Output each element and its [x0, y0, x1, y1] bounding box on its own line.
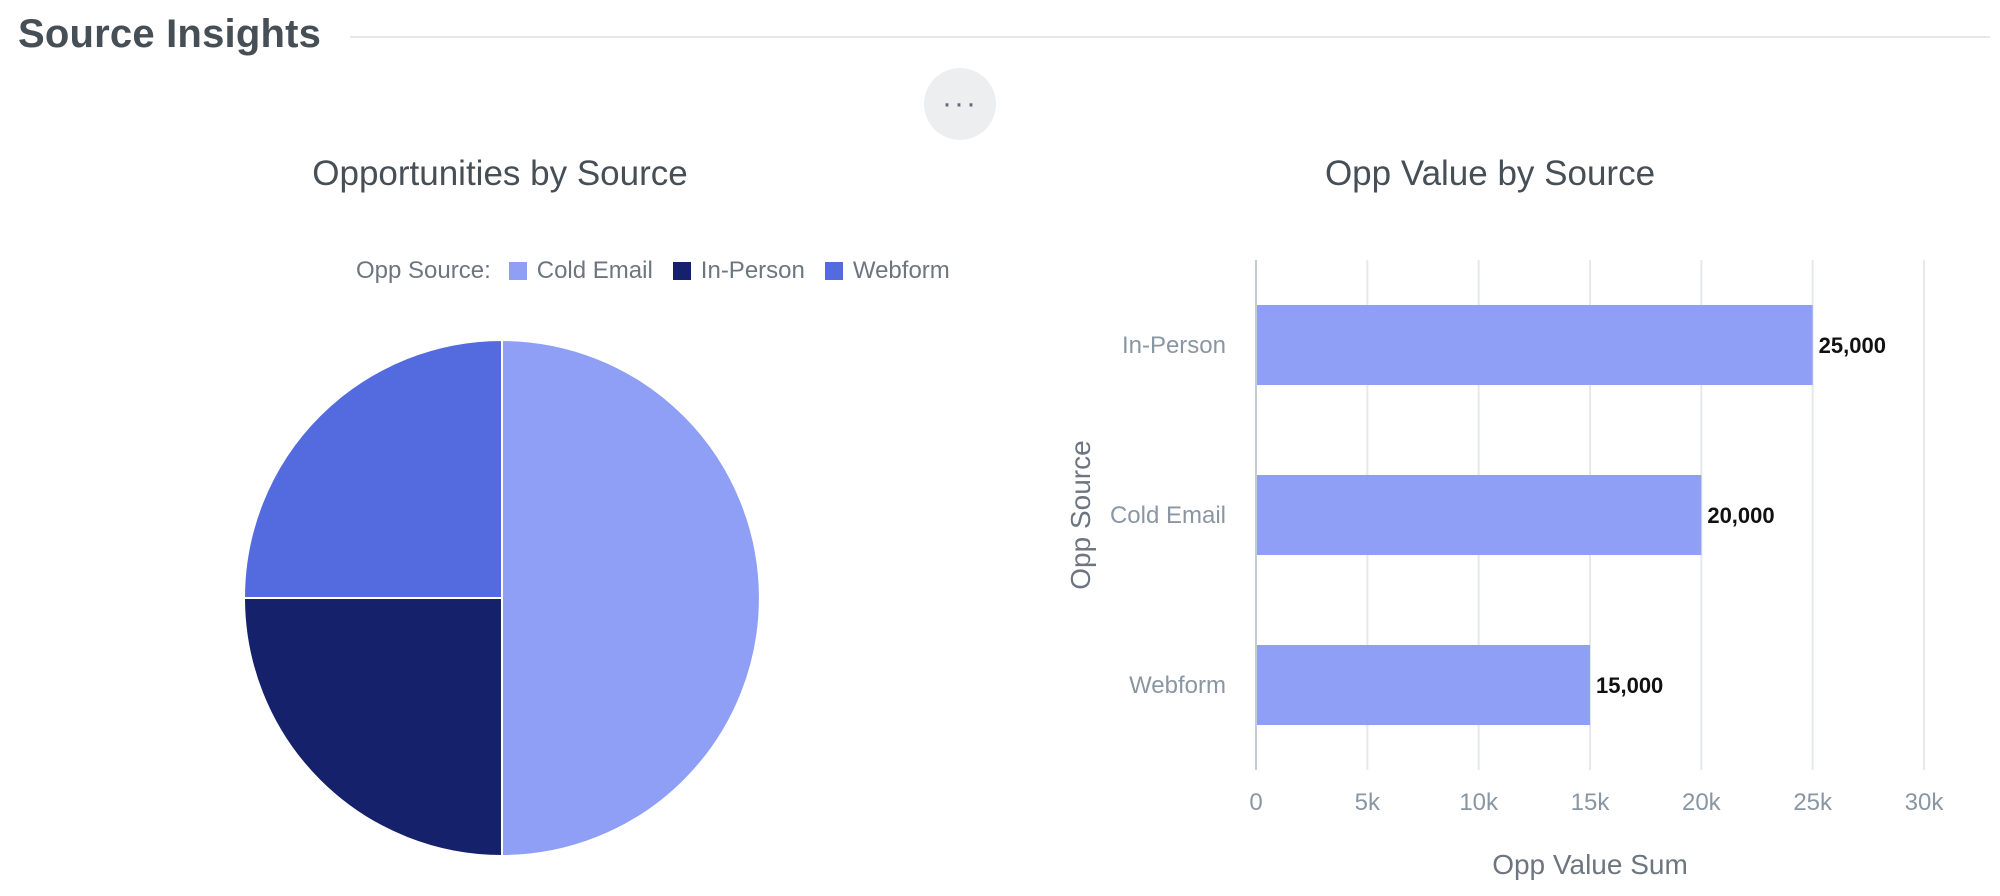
legend-label-webform: Webform — [852, 257, 950, 284]
value-label-in-person: 25,000 — [1819, 333, 1886, 358]
bar-cold-email[interactable] — [1257, 475, 1702, 555]
x-tick-label: 30k — [1905, 789, 1945, 816]
section-title: Source Insights — [18, 12, 322, 56]
pie-chart-title: Opportunities by Source — [312, 154, 688, 193]
bar-in-person[interactable] — [1257, 305, 1813, 385]
category-label-webform: Webform — [1129, 672, 1226, 699]
legend-label-cold-email: Cold Email — [536, 257, 653, 284]
pie-chart — [242, 338, 761, 858]
legend-swatch-in-person — [672, 262, 691, 280]
legend-title: Opp Source: — [356, 257, 491, 284]
category-label-cold-email: Cold Email — [1110, 502, 1226, 529]
legend-label-in-person: In-Person — [700, 257, 805, 284]
pie-slice-in-person[interactable] — [242, 597, 503, 858]
legend-swatch-webform — [824, 262, 843, 280]
more-options-button[interactable]: ··· — [924, 68, 996, 140]
pie-legend: Opp Source: Cold Email In-Person Webform — [356, 256, 970, 286]
bar-webform[interactable] — [1257, 645, 1590, 725]
bar-chart: 0 5k 10k 15k 20k 25k 30k In-Person 25,000 Cold Em… — [1065, 260, 1944, 880]
x-axis-title: Opp Value Sum — [1492, 849, 1688, 880]
legend-swatch-cold-email — [508, 262, 527, 280]
legend-item-cold-email[interactable]: Cold Email — [508, 257, 653, 285]
x-tick-label: 0 — [1249, 789, 1262, 816]
legend-item-in-person[interactable]: In-Person — [672, 257, 805, 285]
value-label-cold-email: 20,000 — [1707, 503, 1774, 528]
pie-slice-webform[interactable] — [242, 338, 503, 599]
legend-item-webform[interactable]: Webform — [824, 257, 950, 285]
value-label-webform: 15,000 — [1596, 673, 1663, 698]
section-header: Source Insights — [0, 0, 2000, 80]
y-axis-title: Opp Source — [1065, 440, 1096, 589]
x-tick-label: 25k — [1793, 789, 1833, 816]
pie-slice-cold-email[interactable] — [501, 338, 761, 858]
section-divider — [350, 36, 1990, 38]
x-tick-label: 5k — [1355, 789, 1381, 816]
category-label-in-person: In-Person — [1122, 332, 1226, 359]
x-tick-label: 10k — [1459, 789, 1499, 816]
x-tick-label: 15k — [1571, 789, 1611, 816]
x-tick-label: 20k — [1682, 789, 1722, 816]
bar-chart-title: Opp Value by Source — [1324, 154, 1656, 193]
